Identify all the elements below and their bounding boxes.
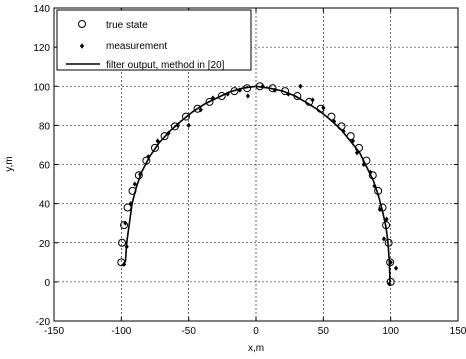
true-state-point: [128, 186, 137, 195]
measurement-point: [350, 138, 356, 144]
measurement-point: [260, 83, 265, 89]
true-state-point: [217, 92, 226, 101]
true-state-point: [120, 221, 129, 230]
measurement-point: [138, 171, 143, 177]
true-state-point: [355, 143, 364, 152]
legend-marker-true-state: [78, 20, 86, 28]
measurement-point: [393, 265, 399, 271]
true-state-point: [337, 122, 346, 131]
measurement-point: [128, 201, 133, 207]
true-state-point: [268, 84, 277, 93]
legend: true state measurement filter output, me…: [56, 9, 252, 71]
true-state-point: [368, 171, 377, 180]
x-tick-label: 100: [382, 326, 399, 337]
true-state-point: [118, 238, 127, 247]
measurement-point: [146, 154, 151, 160]
tick-labels: -150 -100 -50 0 50 100 150 -20 0 20 40 60 80 100 120 14…: [33, 4, 466, 337]
y-tick-label: -20: [36, 317, 51, 328]
measurement-point: [377, 206, 382, 213]
true-state-point: [374, 186, 383, 195]
measurement-point: [372, 183, 377, 189]
y-tick-label: 20: [39, 239, 51, 250]
measurement-point: [123, 220, 128, 226]
legend-marker-measurement: [79, 43, 85, 49]
true-state-point: [346, 132, 355, 141]
true-state-point: [327, 112, 336, 121]
true-state-point: [205, 97, 214, 106]
measurement-point: [310, 97, 315, 103]
measurement-point: [237, 87, 242, 93]
legend-label-true-state: true state: [106, 20, 148, 31]
y-tick-label: 80: [39, 121, 51, 132]
measurement-point: [321, 105, 326, 111]
x-tick-label: -100: [111, 326, 131, 337]
true-state-point: [151, 143, 159, 152]
measurement-point: [121, 261, 127, 267]
measurement-point: [166, 130, 171, 136]
x-tick-label: 150: [450, 326, 466, 337]
measurement-point: [354, 150, 360, 156]
true-state-point: [160, 132, 169, 141]
y-tick-label: 0: [44, 278, 50, 289]
measurement-point: [381, 236, 387, 242]
measurement-point: [286, 91, 291, 97]
legend-label-measurement: measurement: [106, 41, 167, 52]
measurement-point: [245, 93, 251, 99]
measurement-point: [332, 118, 337, 125]
measurement-point: [341, 128, 346, 134]
measurement-point: [298, 83, 303, 89]
true-state-point: [117, 258, 126, 267]
y-tick-label: 60: [39, 161, 51, 172]
true-state-point: [142, 156, 151, 165]
measurement-point: [225, 91, 230, 97]
y-tick-label: 140: [33, 4, 50, 15]
measurement-point: [361, 161, 366, 168]
true-state-point: [243, 84, 252, 93]
x-tick-label: 50: [318, 326, 330, 337]
true-state-point: [281, 87, 290, 96]
y-tick-label: 100: [33, 82, 50, 93]
true-state-point: [386, 277, 395, 286]
x-tick-label: 0: [253, 326, 259, 337]
measurement-point: [186, 122, 191, 128]
measurement-point: [272, 87, 277, 93]
y-tick-label: 120: [33, 43, 50, 54]
measurement-point: [384, 216, 389, 222]
measurement-point: [387, 281, 392, 287]
measurement-point: [210, 95, 216, 101]
x-axis-label: x,m: [248, 343, 264, 354]
true-state-point: [386, 258, 395, 267]
true-state-point: [382, 221, 391, 230]
true-state-point: [378, 203, 387, 212]
measurement-point: [368, 169, 373, 175]
measurement-point: [175, 122, 180, 128]
y-axis-label: y,m: [4, 156, 15, 171]
x-tick-label: -50: [181, 326, 196, 337]
true-state-point: [384, 238, 393, 247]
plot-content: [117, 82, 399, 287]
true-state-point: [293, 92, 302, 101]
x-tick-label: -150: [44, 326, 64, 337]
true-state-point: [123, 203, 132, 212]
measurement-point: [124, 244, 129, 250]
true-state-point: [230, 87, 239, 96]
true-state-point: [362, 156, 371, 165]
measurement-point: [155, 138, 160, 144]
ticks: [53, 7, 459, 322]
measurement-point: [132, 181, 137, 187]
legend-label-filter-output: filter output, method in [20]: [106, 60, 225, 71]
true-state-point: [134, 171, 143, 180]
legend-box: [56, 9, 252, 71]
true-state-point: [181, 112, 190, 121]
measurement-point: [388, 259, 393, 265]
measurement-point: [198, 107, 203, 113]
y-tick-label: 40: [39, 200, 51, 211]
